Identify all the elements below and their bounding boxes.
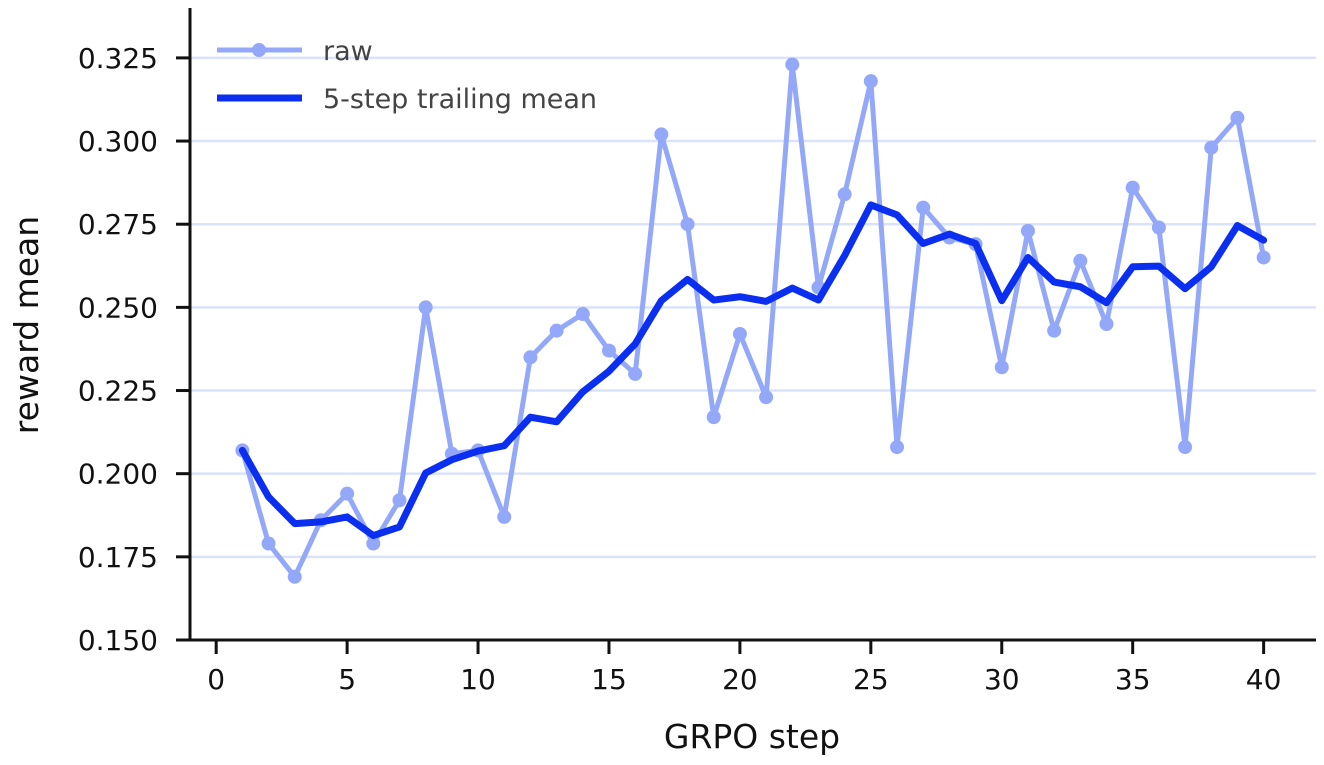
legend-trailing-mean-label: 5-step trailing mean	[323, 84, 597, 115]
x-tick-label: 40	[1246, 663, 1282, 696]
y-tick-label: 0.150	[78, 624, 158, 657]
raw-data-point	[261, 536, 276, 551]
raw-data-point	[680, 217, 695, 232]
raw-data-point	[366, 536, 381, 551]
raw-data-point	[1125, 180, 1140, 195]
raw-data-point	[1073, 253, 1088, 268]
raw-data-point	[706, 410, 721, 425]
raw-data-point	[1020, 223, 1035, 238]
trailing-mean-series-line	[238, 201, 1268, 540]
raw-data-point	[1151, 220, 1166, 235]
legend-raw-label: raw	[323, 36, 373, 67]
raw-data-point	[549, 323, 564, 338]
raw-data-point	[575, 307, 590, 322]
raw-data-point	[628, 366, 643, 381]
y-tick-label: 0.200	[78, 458, 158, 491]
x-tick-label: 25	[853, 663, 889, 696]
ticks: 0.150 0.175 0.200 0.225 0.250 0.275 0.300 0.325…	[78, 42, 1282, 696]
y-axis-title: reward mean	[7, 216, 46, 434]
raw-data-point	[1230, 110, 1245, 125]
raw-data-point	[340, 486, 355, 501]
x-tick-label: 35	[1115, 663, 1151, 696]
axes	[188, 8, 1316, 642]
raw-data-point	[785, 57, 800, 72]
raw-data-point	[837, 187, 852, 202]
raw-data-point	[287, 569, 302, 584]
y-tick-label: 0.175	[78, 541, 158, 574]
raw-data-point	[759, 390, 774, 405]
legend: raw 5-step trailing mean	[217, 36, 597, 115]
raw-data-point	[863, 74, 878, 89]
x-tick-label: 0	[207, 663, 225, 696]
raw-data-point	[654, 127, 669, 142]
raw-data-point	[994, 360, 1009, 375]
raw-data-point	[392, 493, 407, 508]
raw-data-point	[601, 343, 616, 358]
series-layer	[235, 57, 1271, 584]
y-tick-label: 0.225	[78, 375, 158, 408]
y-tick-label: 0.325	[78, 42, 158, 75]
raw-data-point	[523, 350, 538, 365]
raw-data-point	[418, 300, 433, 315]
x-tick-label: 30	[984, 663, 1020, 696]
legend-raw-marker	[252, 43, 266, 57]
y-tick-label: 0.250	[78, 291, 158, 324]
raw-data-point	[916, 200, 931, 215]
x-tick-label: 5	[338, 663, 356, 696]
raw-data-point	[1204, 140, 1219, 155]
x-tick-label: 20	[722, 663, 758, 696]
raw-data-point	[890, 440, 905, 455]
raw-data-point	[1256, 250, 1271, 265]
raw-data-point	[1047, 323, 1062, 338]
x-axis-title: GRPO step	[664, 717, 840, 756]
x-tick-label: 10	[460, 663, 496, 696]
y-tick-label: 0.275	[78, 208, 158, 241]
x-tick-label: 15	[591, 663, 627, 696]
raw-data-point	[1099, 317, 1114, 331]
y-tick-label: 0.300	[78, 125, 158, 158]
raw-data-point	[1178, 440, 1193, 455]
raw-data-point	[497, 509, 512, 524]
raw-data-point	[732, 326, 747, 341]
gridlines	[190, 56, 1316, 559]
